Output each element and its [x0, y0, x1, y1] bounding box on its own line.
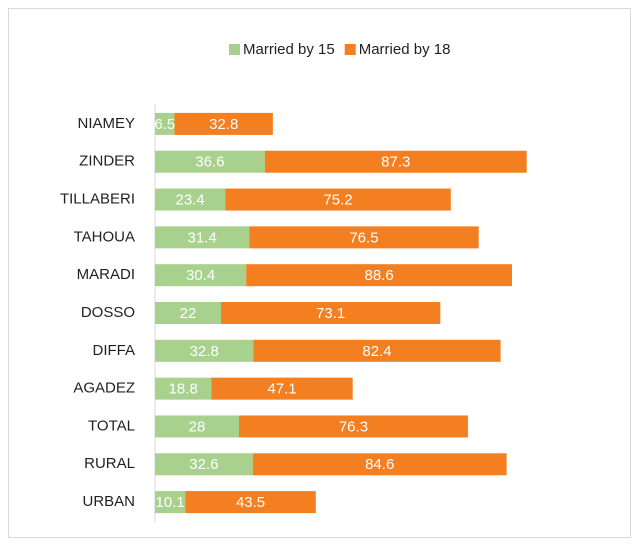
bar-segment [252, 453, 507, 476]
legend-swatch [229, 44, 240, 55]
bar-segment [155, 188, 226, 211]
bar-segment [264, 150, 527, 173]
data-label: 22 [180, 305, 197, 322]
bar-segment [155, 491, 186, 514]
y-tick-label: AGADEZ [73, 380, 135, 397]
y-tick-label: TAHOUA [74, 228, 135, 245]
bar-segment [253, 339, 501, 362]
bar-segment [155, 377, 212, 400]
data-label: 73.1 [316, 305, 345, 322]
data-label: 82.4 [362, 343, 391, 360]
data-label: 23.4 [175, 192, 204, 209]
y-tick-label: RURAL [84, 455, 135, 472]
data-label: 76.5 [349, 229, 378, 246]
data-label: 31.4 [187, 229, 216, 246]
data-label: 88.6 [364, 267, 393, 284]
bar-segment [155, 339, 254, 362]
y-tick-label: ZINDER [79, 153, 135, 170]
y-tick-label: URBAN [82, 493, 135, 510]
y-tick-label: TOTAL [88, 417, 135, 434]
data-label: 36.6 [195, 154, 224, 171]
data-label: 75.2 [323, 192, 352, 209]
data-label: 18.8 [169, 381, 198, 398]
bar-segment [155, 415, 239, 438]
data-label: 6.5 [154, 116, 175, 133]
legend-swatch [344, 44, 356, 55]
bar-segment [225, 188, 451, 211]
data-label: 10.1 [156, 494, 185, 511]
legend-label: Married by 18 [359, 41, 451, 58]
data-label: 30.4 [186, 267, 215, 284]
bar-segment [185, 491, 316, 514]
data-label: 32.8 [190, 343, 219, 360]
legend-label: Married by 15 [243, 41, 335, 58]
y-tick-label: TILLABERI [60, 191, 135, 208]
data-label: 84.6 [365, 456, 394, 473]
bar-segment [239, 415, 468, 438]
y-tick-label: NIAMEY [77, 115, 135, 132]
y-tick-label: MARADI [77, 266, 135, 283]
data-label: 32.8 [209, 116, 238, 133]
bar-segment [155, 226, 250, 249]
bar-segment [155, 112, 175, 135]
data-label: 28 [189, 418, 206, 435]
data-label: 32.6 [189, 456, 218, 473]
bar-segment [155, 453, 253, 476]
y-tick-label: DOSSO [81, 304, 135, 321]
bar-segment [174, 112, 273, 135]
bar-segment [155, 264, 247, 287]
bar-segment [246, 264, 512, 287]
data-label: 43.5 [236, 494, 265, 511]
data-label: 47.1 [267, 381, 296, 398]
y-tick-label: DIFFA [92, 342, 135, 359]
bar-segment [211, 377, 353, 400]
data-label: 76.3 [339, 418, 368, 435]
bar-segment [155, 150, 265, 173]
bar-segment [221, 302, 441, 324]
bar-segment [155, 302, 221, 324]
data-label: 87.3 [381, 154, 410, 171]
bar-segment [249, 226, 479, 249]
